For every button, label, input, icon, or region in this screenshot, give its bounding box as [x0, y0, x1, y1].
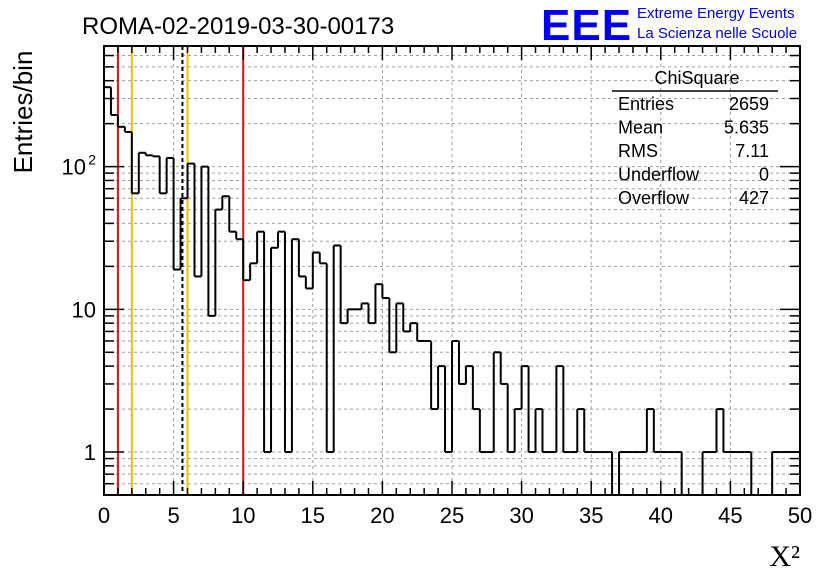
stats-label: Mean [618, 118, 663, 138]
y-tick-label-exponent: 2 [88, 152, 96, 168]
x-tick-label: 5 [167, 503, 179, 528]
stats-label: Entries [618, 94, 674, 114]
eee-logo-mark: EEE [541, 1, 632, 50]
x-tick-label: 35 [579, 503, 603, 528]
stats-value: 2659 [729, 94, 769, 114]
x-tick-label: 40 [649, 503, 673, 528]
eee-logo: EEE Extreme Energy Events La Scienza nel… [541, 1, 797, 50]
x-tick-label: 15 [301, 503, 325, 528]
stats-value: 5.635 [724, 118, 769, 138]
x-tick-label: 30 [509, 503, 533, 528]
y-tick-label: 10 [72, 297, 96, 322]
stats-title: ChiSquare [654, 68, 739, 88]
x-tick-label: 0 [98, 503, 110, 528]
stats-value: 7.11 [735, 141, 769, 161]
y-tick-label: 10 [62, 155, 86, 180]
stats-label: Overflow [618, 188, 690, 208]
stats-value: 0 [759, 165, 769, 185]
stats-label: Underflow [618, 165, 700, 185]
stats-value: 427 [739, 188, 769, 208]
x-axis-label: X² [769, 540, 800, 572]
x-tick-label: 45 [718, 503, 742, 528]
stats-label: RMS [618, 141, 658, 161]
x-tick-label: 25 [440, 503, 464, 528]
x-tick-label: 50 [788, 503, 812, 528]
x-tick-label: 10 [231, 503, 255, 528]
eee-logo-line1: Extreme Energy Events [637, 5, 795, 22]
y-tick-label: 1 [84, 440, 96, 465]
x-tick-label: 20 [370, 503, 394, 528]
chart-title: ROMA-02-2019-03-30-00173 [82, 13, 394, 40]
y-axis-label: Entries/bin [8, 51, 38, 174]
eee-logo-line2: La Scienza nelle Scuole [637, 25, 797, 42]
